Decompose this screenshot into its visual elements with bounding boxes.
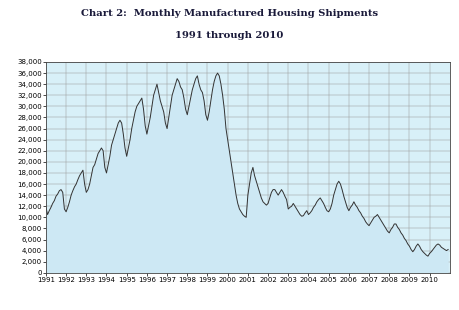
Text: 1991 through 2010: 1991 through 2010	[175, 31, 284, 40]
Text: Chart 2:  Monthly Manufactured Housing Shipments: Chart 2: Monthly Manufactured Housing Sh…	[81, 9, 378, 18]
